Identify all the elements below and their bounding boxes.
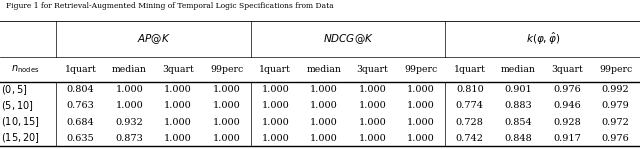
Text: 99perc: 99perc (599, 65, 632, 74)
Text: 0.635: 0.635 (67, 134, 95, 143)
Text: 1.000: 1.000 (261, 134, 289, 143)
Text: 0.928: 0.928 (553, 118, 581, 127)
Text: 1.000: 1.000 (407, 101, 435, 111)
Text: $n_{\rm nodes}$: $n_{\rm nodes}$ (11, 63, 40, 75)
Text: median: median (307, 65, 341, 74)
Text: 1.000: 1.000 (164, 118, 192, 127)
Text: 0.946: 0.946 (553, 101, 581, 111)
Text: 0.684: 0.684 (67, 118, 95, 127)
Text: median: median (112, 65, 147, 74)
Text: 1.000: 1.000 (310, 85, 338, 94)
Text: $(0, 5]$: $(0, 5]$ (1, 83, 28, 97)
Text: 1quart: 1quart (259, 65, 291, 74)
Text: 1.000: 1.000 (358, 101, 387, 111)
Text: 99perc: 99perc (210, 65, 243, 74)
Text: 1.000: 1.000 (310, 118, 338, 127)
Text: 1.000: 1.000 (164, 134, 192, 143)
Text: 1.000: 1.000 (407, 85, 435, 94)
Text: 0.917: 0.917 (553, 134, 581, 143)
Text: 0.742: 0.742 (456, 134, 484, 143)
Text: 0.810: 0.810 (456, 85, 484, 94)
Text: 1.000: 1.000 (358, 118, 387, 127)
Text: 0.979: 0.979 (602, 101, 630, 111)
Text: 0.854: 0.854 (504, 118, 532, 127)
Text: 1.000: 1.000 (407, 134, 435, 143)
Text: 99perc: 99perc (404, 65, 438, 74)
Text: 1.000: 1.000 (261, 85, 289, 94)
Text: $NDCG@K$: $NDCG@K$ (323, 32, 374, 46)
Text: 0.848: 0.848 (504, 134, 532, 143)
Text: $AP@K$: $AP@K$ (137, 32, 170, 46)
Text: 0.976: 0.976 (553, 85, 581, 94)
Text: 1.000: 1.000 (310, 134, 338, 143)
Text: 3quart: 3quart (162, 65, 194, 74)
Text: 0.976: 0.976 (602, 134, 630, 143)
Text: 1.000: 1.000 (261, 118, 289, 127)
Text: 1.000: 1.000 (310, 101, 338, 111)
Text: 1.000: 1.000 (115, 101, 143, 111)
Text: 1.000: 1.000 (115, 85, 143, 94)
Text: 0.728: 0.728 (456, 118, 484, 127)
Text: 1.000: 1.000 (164, 101, 192, 111)
Text: 3quart: 3quart (551, 65, 583, 74)
Text: 1quart: 1quart (454, 65, 486, 74)
Text: median: median (501, 65, 536, 74)
Text: 1.000: 1.000 (212, 134, 241, 143)
Text: 1.000: 1.000 (164, 85, 192, 94)
Text: 1.000: 1.000 (261, 101, 289, 111)
Text: 0.901: 0.901 (504, 85, 532, 94)
Text: 1.000: 1.000 (212, 85, 241, 94)
Text: 3quart: 3quart (356, 65, 388, 74)
Text: 1.000: 1.000 (407, 118, 435, 127)
Text: 1.000: 1.000 (358, 134, 387, 143)
Text: $(5, 10]$: $(5, 10]$ (1, 99, 34, 113)
Text: 1.000: 1.000 (358, 85, 387, 94)
Text: 1quart: 1quart (65, 65, 97, 74)
Text: 1.000: 1.000 (212, 118, 241, 127)
Text: 0.804: 0.804 (67, 85, 95, 94)
Text: $k(\varphi, \hat{\varphi})$: $k(\varphi, \hat{\varphi})$ (525, 31, 560, 47)
Text: 0.932: 0.932 (115, 118, 143, 127)
Text: 0.763: 0.763 (67, 101, 95, 111)
Text: 0.972: 0.972 (602, 118, 630, 127)
Text: $(15, 20]$: $(15, 20]$ (1, 131, 40, 145)
Text: 0.992: 0.992 (602, 85, 630, 94)
Text: 0.774: 0.774 (456, 101, 484, 111)
Text: 0.873: 0.873 (115, 134, 143, 143)
Text: 1.000: 1.000 (212, 101, 241, 111)
Text: Figure 1 for Retrieval-Augmented Mining of Temporal Logic Specifications from Da: Figure 1 for Retrieval-Augmented Mining … (6, 2, 334, 10)
Text: $(10, 15]$: $(10, 15]$ (1, 115, 40, 129)
Text: 0.883: 0.883 (504, 101, 532, 111)
